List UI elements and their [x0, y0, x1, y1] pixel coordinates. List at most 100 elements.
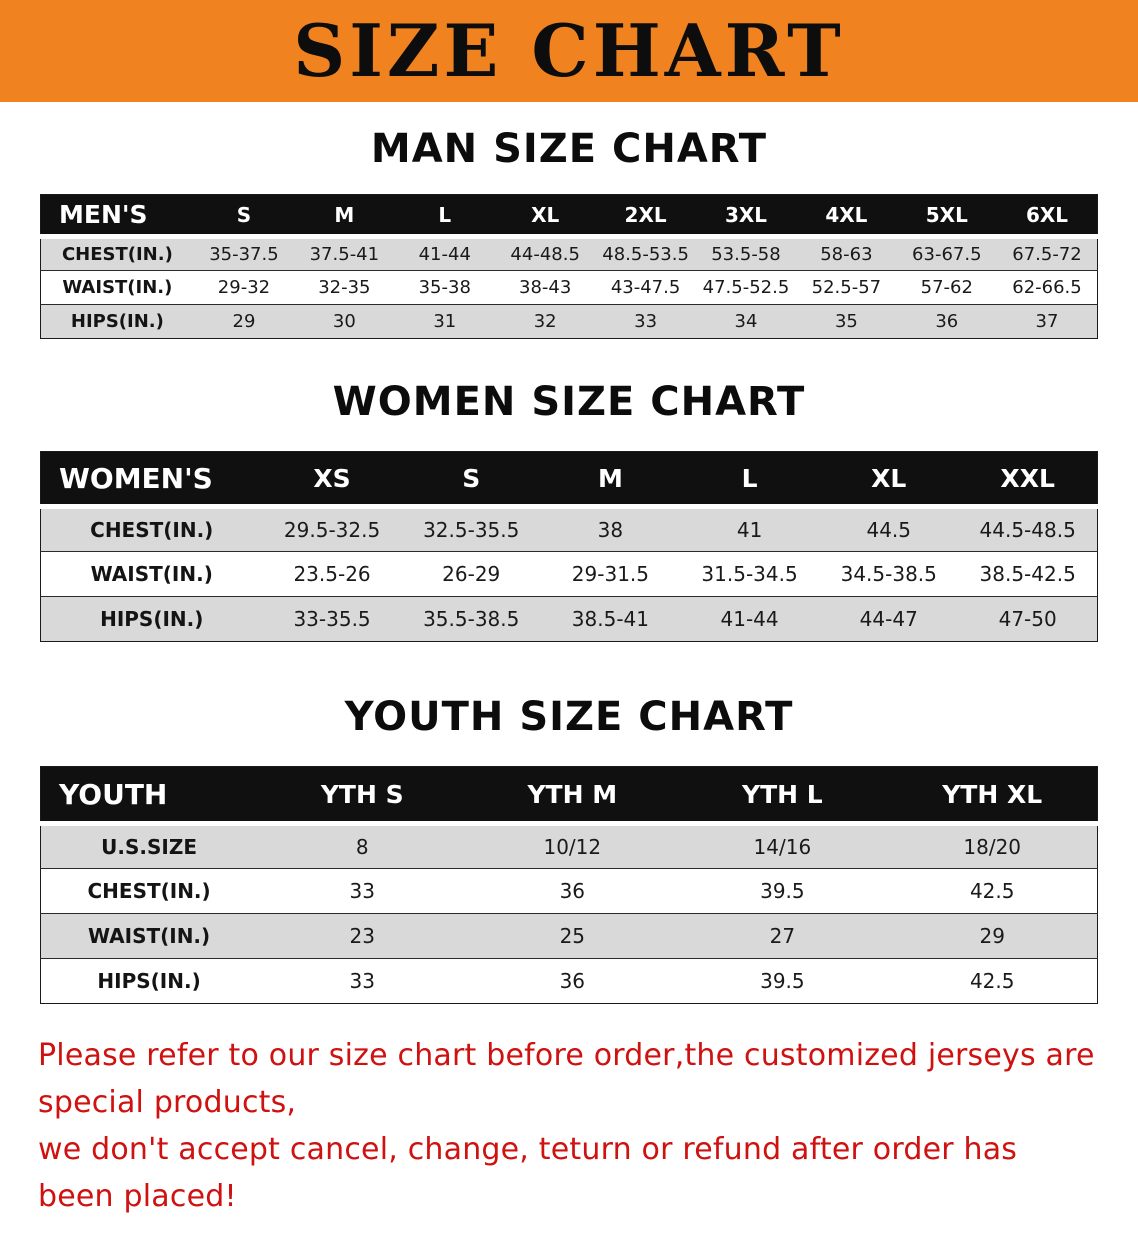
- measurement-cell: 41-44: [720, 607, 779, 631]
- measurement-cell: 35.5-38.5: [423, 607, 520, 631]
- size-column-header: XXL: [958, 451, 1098, 509]
- measurement-cell: 31: [433, 311, 457, 332]
- size-column-header: M: [294, 194, 395, 239]
- measurement-cell: 39.5: [760, 969, 805, 993]
- banner: SIZE CHART: [0, 0, 1138, 102]
- disclaimer: Please refer to our size chart before or…: [38, 1032, 1100, 1220]
- measurement-cell: 25: [559, 924, 586, 948]
- measurement-cell: 31.5-34.5: [701, 562, 798, 586]
- size-column-header: 5XL: [896, 194, 997, 239]
- measurement-cell: 38: [597, 518, 624, 542]
- measurement-cell: 44-47: [859, 607, 918, 631]
- youth-section: YOUTH SIZE CHART YOUTH YTH S YTH M YTH L YTH…: [0, 694, 1138, 1004]
- size-column-header: YTH M: [467, 766, 678, 826]
- measurement-cell: 35: [834, 311, 858, 332]
- measurement-cell: 52.5-57: [811, 277, 882, 298]
- measurement-cell: 63-67.5: [912, 244, 982, 265]
- women-section-heading: WOMEN SIZE CHART: [332, 379, 806, 425]
- size-column-header: YTH L: [677, 766, 888, 826]
- measurement-cell: 33-35.5: [293, 607, 371, 631]
- row-label: HIPS(IN.): [70, 311, 164, 332]
- measurement-cell: 35-38: [418, 277, 471, 298]
- measurement-cell: 29: [979, 924, 1005, 948]
- measurement-cell: 18/20: [963, 835, 1022, 859]
- measurement-cell: 33: [634, 311, 658, 332]
- measurement-cell: 32.5-35.5: [423, 518, 520, 542]
- row-label: WAIST(IN.): [90, 562, 213, 586]
- disclaimer-line-1: Please refer to our size chart before or…: [38, 1038, 1095, 1120]
- measurement-cell: 41: [736, 518, 763, 542]
- table-corner-header: YOUTH: [40, 766, 258, 826]
- measurement-cell: 33: [349, 879, 375, 903]
- measurement-row: HIPS(IN.) 33-35.5 35.5-38.5 38.5-41 41-44 44-…: [40, 596, 1098, 642]
- measurement-row: WAIST(IN.) 29-32 32-35 35-38 38-43 43-47.5 47.…: [40, 270, 1098, 305]
- row-label: WAIST(IN.): [62, 277, 173, 298]
- size-column-header: 4XL: [796, 194, 897, 239]
- measurement-cell: 37.5-41: [309, 244, 380, 265]
- measurement-row: HIPS(IN.) 29 30 31 32 33 34 35 36 37: [40, 304, 1098, 339]
- measurement-cell: 27: [769, 924, 796, 948]
- size-column-header: 3XL: [695, 194, 797, 239]
- measurement-cell: 36: [935, 311, 959, 332]
- measurement-row: HIPS(IN.) 33 36 39.5 42.5: [40, 958, 1098, 1004]
- size-column-header: XS: [262, 451, 402, 509]
- row-label: CHEST(IN.): [90, 518, 214, 542]
- men-section-heading: MAN SIZE CHART: [370, 126, 768, 172]
- measurement-row: CHEST(IN.) 29.5-32.5 32.5-35.5 38 41 44.5 44.5…: [40, 506, 1098, 552]
- measurement-cell: 34: [734, 311, 758, 332]
- measurement-cell: 36: [559, 879, 586, 903]
- size-column-header: XL: [494, 194, 596, 239]
- table-header-row: WOMEN'S XS S M L XL XXL: [40, 451, 1098, 509]
- measurement-cell: 23.5-26: [293, 562, 371, 586]
- row-label: WAIST(IN.): [87, 924, 211, 948]
- measurement-row: WAIST(IN.) 23.5-26 26-29 29-31.5 31.5-34.5 34…: [40, 551, 1098, 597]
- size-column-header: 6XL: [997, 194, 1098, 239]
- women-size-table: WOMEN'S XS S M L XL XXL CHEST(IN.) 29.5-32.5 32.5…: [40, 451, 1098, 642]
- measurement-cell: 53.5-58: [711, 244, 781, 265]
- page-title: SIZE CHART: [293, 8, 845, 93]
- measurement-row: CHEST(IN.) 33 36 39.5 42.5: [40, 868, 1098, 914]
- youth-size-table: YOUTH YTH S YTH M YTH L YTH XL U.S.SIZE 8 10/12…: [40, 766, 1098, 1004]
- size-column-header: 2XL: [595, 194, 696, 239]
- size-column-header: YTH XL: [887, 766, 1098, 826]
- row-label: CHEST(IN.): [61, 244, 173, 265]
- measurement-cell: 38.5-42.5: [979, 562, 1076, 586]
- measurement-cell: 67.5-72: [1012, 244, 1082, 265]
- measurement-cell: 44-48.5: [510, 244, 580, 265]
- measurement-cell: 47-50: [998, 607, 1057, 631]
- table-header-row: YOUTH YTH S YTH M YTH L YTH XL: [40, 766, 1098, 826]
- measurement-cell: 57-62: [920, 277, 973, 298]
- measurement-cell: 48.5-53.5: [602, 244, 689, 265]
- size-column-header: L: [679, 451, 820, 509]
- row-label: HIPS(IN.): [97, 969, 201, 993]
- measurement-cell: 29-31.5: [571, 562, 649, 586]
- size-column-header: M: [540, 451, 680, 509]
- measurement-row: WAIST(IN.) 23 25 27 29: [40, 913, 1098, 959]
- measurement-cell: 43-47.5: [610, 277, 681, 298]
- measurement-cell: 32-35: [318, 277, 371, 298]
- measurement-cell: 44.5-48.5: [979, 518, 1076, 542]
- measurement-cell: 29-32: [217, 277, 271, 298]
- table-corner-header: WOMEN'S: [40, 451, 263, 509]
- measurement-cell: 23: [349, 924, 375, 948]
- table-header-row: MEN'S S M L XL 2XL 3XL 4XL 5XL 6XL: [40, 194, 1098, 239]
- measurement-cell: 42.5: [969, 879, 1015, 903]
- row-label: CHEST(IN.): [87, 879, 211, 903]
- measurement-row: CHEST(IN.) 35-37.5 37.5-41 41-44 44-48.5 48.5…: [40, 236, 1098, 271]
- size-column-header: S: [401, 451, 541, 509]
- size-column-header: XL: [819, 451, 959, 509]
- table-corner-header: MEN'S: [40, 194, 194, 239]
- measurement-cell: 34.5-38.5: [840, 562, 937, 586]
- measurement-cell: 35-37.5: [209, 244, 279, 265]
- measurement-cell: 29.5-32.5: [283, 518, 381, 542]
- measurement-cell: 26-29: [442, 562, 501, 586]
- measurement-row: U.S.SIZE 8 10/12 14/16 18/20: [40, 823, 1098, 869]
- measurement-cell: 62-66.5: [1012, 277, 1082, 298]
- measurement-cell: 38.5-41: [571, 607, 649, 631]
- measurement-cell: 42.5: [969, 969, 1015, 993]
- measurement-cell: 37: [1035, 311, 1059, 332]
- men-size-table: MEN'S S M L XL 2XL 3XL 4XL 5XL 6XL CHEST(IN.) 35-37…: [40, 194, 1098, 339]
- size-column-header: YTH S: [257, 766, 468, 826]
- measurement-cell: 14/16: [753, 835, 812, 859]
